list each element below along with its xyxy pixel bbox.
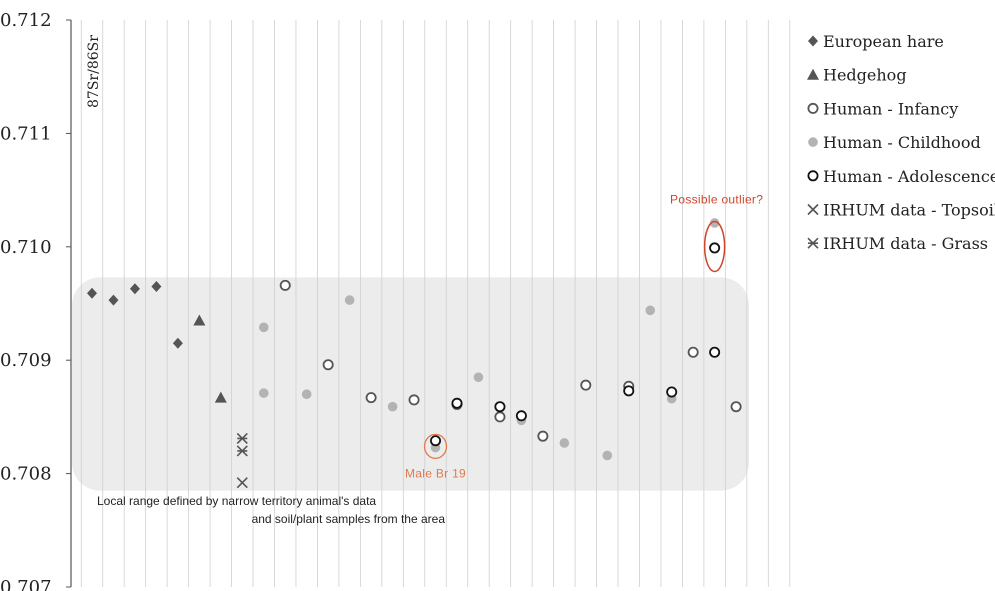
legend-marker-human-adolescence [808, 171, 817, 180]
human-childhood-point [345, 295, 355, 305]
local-range-label-line1: Local range defined by narrow territory … [97, 494, 376, 508]
outlier-label: Possible outlier? [670, 192, 763, 206]
y-tick-label: 0.708 [0, 464, 52, 485]
legend-marker-european-hare [808, 36, 818, 47]
y-tick-label: 0.707 [0, 577, 52, 591]
human-infancy-point [367, 393, 376, 402]
human-adolescence-point [517, 411, 526, 420]
human-adolescence-point [452, 399, 461, 408]
human-childhood-point [259, 388, 269, 398]
human-infancy-point [495, 412, 504, 421]
human-childhood-point [602, 451, 612, 461]
legend-label-european-hare: European hare [823, 32, 944, 51]
legend-marker-hedgehog [807, 69, 819, 80]
legend-label-human-infancy: Human - Infancy [823, 99, 958, 118]
human-childhood-point [259, 323, 269, 333]
human-infancy-point [409, 395, 418, 404]
human-childhood-point [388, 402, 398, 412]
human-adolescence-point [495, 402, 504, 411]
human-adolescence-point [431, 436, 440, 445]
human-adolescence-point [667, 387, 676, 396]
human-infancy-point [538, 432, 547, 441]
legend-marker-human-childhood [808, 137, 818, 147]
y-tick-label: 0.709 [0, 350, 52, 371]
legend-label-human-childhood: Human - Childhood [823, 133, 981, 152]
human-infancy-point [324, 360, 333, 369]
legend-marker-irhum-data-grass [808, 238, 818, 248]
human-infancy-point [732, 402, 741, 411]
y-tick-label: 0.710 [0, 237, 52, 258]
human-childhood-point [560, 438, 570, 448]
male-br19-label: Male Br 19 [405, 466, 466, 480]
legend-label-irhum-data-topsoil: IRHUM data - Topsoil [823, 201, 995, 220]
human-childhood-point [302, 389, 312, 399]
human-adolescence-point [624, 386, 633, 395]
human-infancy-point [281, 281, 290, 290]
human-adolescence-point [710, 243, 719, 252]
human-childhood-point [645, 306, 655, 316]
human-adolescence-point [710, 348, 719, 357]
human-infancy-point [689, 348, 698, 357]
local-range-label-line2: and soil/plant samples from the area [252, 512, 446, 526]
legend: European hare Hedgehog Human - Infancy Huma… [807, 32, 995, 253]
human-childhood-point [474, 372, 484, 382]
y-tick-layer: 0.707 0.708 0.709 0.710 0.711 0.712 [0, 10, 71, 591]
y-tick-label: 0.711 [0, 123, 52, 144]
legend-label-hedgehog: Hedgehog [823, 66, 907, 85]
y-tick-label: 0.712 [0, 10, 52, 31]
human-infancy-point [581, 381, 590, 390]
legend-marker-human-infancy [808, 104, 817, 113]
legend-label-human-adolescence: Human - Adolescence [823, 167, 995, 186]
legend-marker-irhum-data-topsoil [808, 205, 818, 215]
y-axis-label: 87Sr/86Sr [86, 35, 102, 108]
legend-label-irhum-data-grass: IRHUM data - Grass [823, 234, 988, 253]
